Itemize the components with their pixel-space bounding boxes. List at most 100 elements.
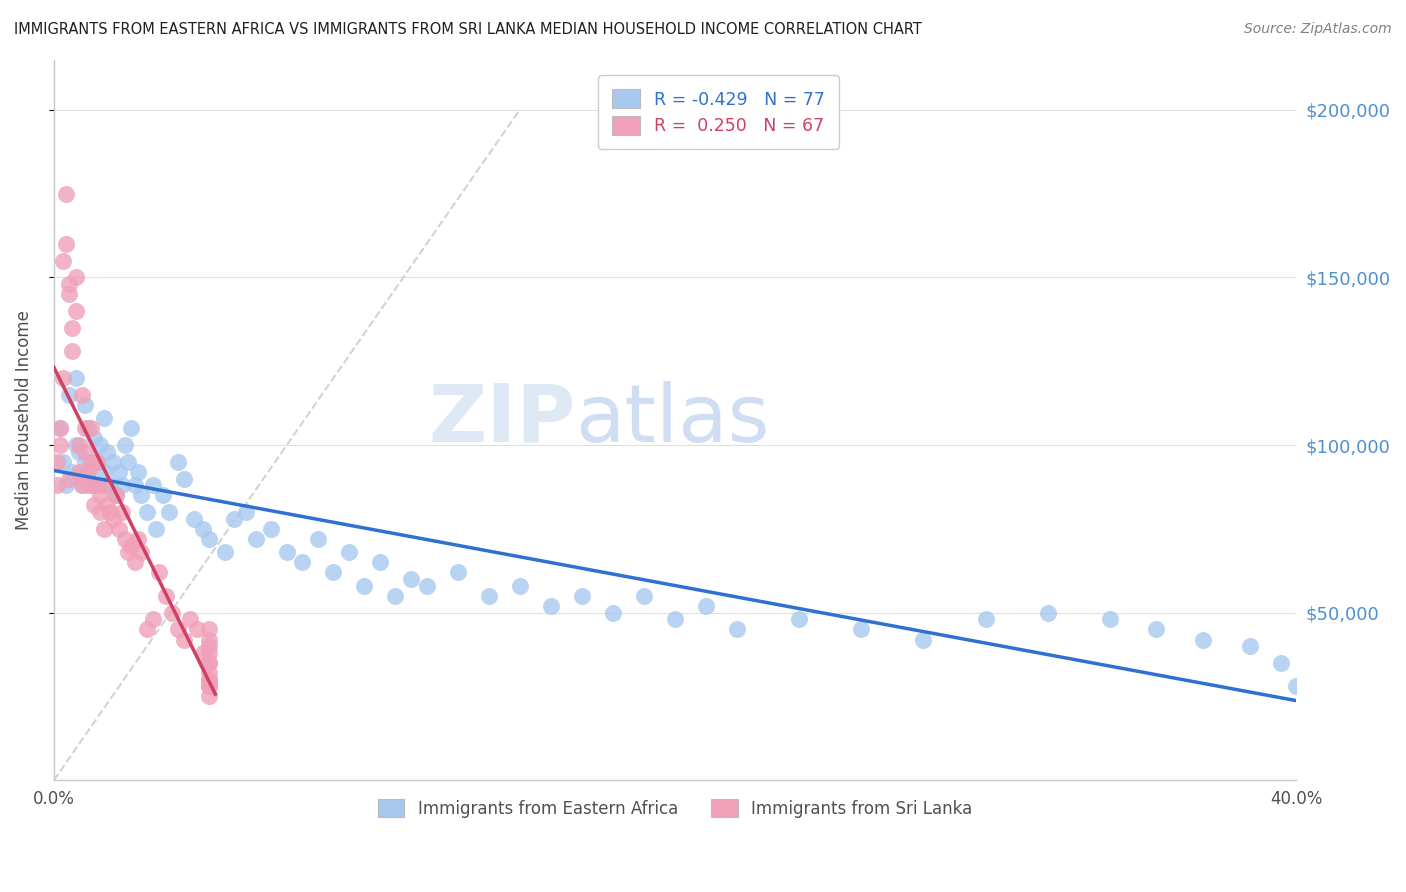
Point bbox=[52, 371, 75, 385]
Point bbox=[65, 270, 87, 285]
Point bbox=[602, 606, 624, 620]
Point bbox=[67, 444, 90, 458]
Legend: Immigrants from Eastern Africa, Immigrants from Sri Lanka: Immigrants from Eastern Africa, Immigran… bbox=[370, 790, 981, 826]
Point bbox=[45, 478, 67, 492]
Point bbox=[235, 505, 257, 519]
Point bbox=[121, 421, 143, 435]
Point bbox=[49, 421, 72, 435]
Point bbox=[98, 478, 121, 492]
Point bbox=[65, 438, 87, 452]
Point bbox=[155, 589, 177, 603]
Point bbox=[145, 522, 167, 536]
Point bbox=[337, 545, 360, 559]
Point bbox=[117, 545, 139, 559]
Point bbox=[399, 572, 422, 586]
Point bbox=[198, 680, 221, 694]
Point bbox=[1239, 639, 1261, 653]
Point bbox=[633, 589, 655, 603]
Point bbox=[129, 488, 152, 502]
Point bbox=[478, 589, 501, 603]
Point bbox=[384, 589, 406, 603]
Point bbox=[127, 465, 149, 479]
Point bbox=[86, 478, 108, 492]
Point bbox=[86, 455, 108, 469]
Point bbox=[83, 499, 105, 513]
Point bbox=[111, 505, 134, 519]
Point bbox=[142, 478, 165, 492]
Point bbox=[368, 556, 391, 570]
Point bbox=[62, 344, 84, 359]
Point bbox=[124, 478, 146, 492]
Point bbox=[45, 455, 67, 469]
Point bbox=[101, 512, 124, 526]
Point bbox=[73, 398, 96, 412]
Point bbox=[73, 444, 96, 458]
Point bbox=[1144, 623, 1167, 637]
Point bbox=[1270, 656, 1292, 670]
Point bbox=[183, 512, 205, 526]
Point bbox=[173, 632, 195, 647]
Point bbox=[167, 455, 190, 469]
Point bbox=[96, 499, 118, 513]
Point bbox=[129, 545, 152, 559]
Point bbox=[104, 488, 127, 502]
Point bbox=[1285, 680, 1308, 694]
Point bbox=[198, 656, 221, 670]
Point bbox=[52, 253, 75, 268]
Point bbox=[167, 623, 190, 637]
Point bbox=[104, 488, 127, 502]
Point bbox=[55, 237, 77, 252]
Point bbox=[157, 505, 180, 519]
Point bbox=[974, 612, 997, 626]
Point bbox=[89, 505, 111, 519]
Point bbox=[93, 465, 115, 479]
Point bbox=[198, 646, 221, 660]
Point bbox=[58, 388, 80, 402]
Point bbox=[664, 612, 686, 626]
Point bbox=[142, 612, 165, 626]
Point bbox=[67, 438, 90, 452]
Point bbox=[73, 455, 96, 469]
Point bbox=[191, 646, 214, 660]
Point bbox=[96, 444, 118, 458]
Point bbox=[198, 690, 221, 704]
Point bbox=[509, 579, 531, 593]
Point bbox=[80, 478, 103, 492]
Point bbox=[58, 277, 80, 292]
Point bbox=[93, 478, 115, 492]
Point bbox=[49, 421, 72, 435]
Point bbox=[114, 438, 136, 452]
Point bbox=[101, 455, 124, 469]
Point bbox=[152, 488, 174, 502]
Point bbox=[540, 599, 562, 613]
Point bbox=[58, 472, 80, 486]
Point bbox=[62, 320, 84, 334]
Point bbox=[83, 478, 105, 492]
Point bbox=[1036, 606, 1059, 620]
Point bbox=[117, 455, 139, 469]
Point bbox=[124, 556, 146, 570]
Point bbox=[160, 606, 183, 620]
Point bbox=[446, 566, 468, 580]
Point bbox=[55, 478, 77, 492]
Text: Source: ZipAtlas.com: Source: ZipAtlas.com bbox=[1244, 22, 1392, 37]
Point bbox=[114, 532, 136, 546]
Point bbox=[136, 623, 159, 637]
Point bbox=[222, 512, 245, 526]
Point bbox=[186, 623, 208, 637]
Point bbox=[198, 673, 221, 687]
Point bbox=[127, 532, 149, 546]
Point bbox=[198, 623, 221, 637]
Point bbox=[276, 545, 298, 559]
Point bbox=[191, 522, 214, 536]
Point bbox=[86, 455, 108, 469]
Point bbox=[198, 532, 221, 546]
Point bbox=[65, 371, 87, 385]
Point bbox=[136, 505, 159, 519]
Point bbox=[67, 465, 90, 479]
Point bbox=[198, 666, 221, 681]
Point bbox=[571, 589, 593, 603]
Point bbox=[353, 579, 375, 593]
Point bbox=[912, 632, 935, 647]
Point bbox=[198, 632, 221, 647]
